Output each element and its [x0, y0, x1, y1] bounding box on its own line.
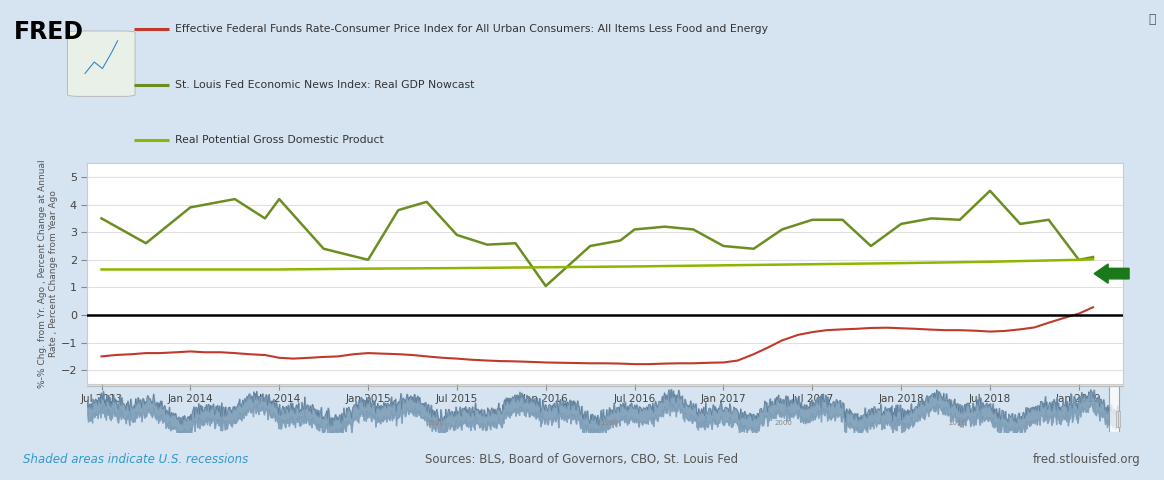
Text: Real Potential Gross Domestic Product: Real Potential Gross Domestic Product — [175, 135, 383, 145]
Y-axis label: %-% Chg. from Yr. Ago , Percent Change at Annual
Rate , Percent Change from Year: %-% Chg. from Yr. Ago , Percent Change a… — [38, 159, 57, 388]
Text: 1980: 1980 — [426, 420, 445, 426]
Text: 1990: 1990 — [601, 420, 618, 426]
Text: St. Louis Fed Economic News Index: Real GDP Nowcast: St. Louis Fed Economic News Index: Real … — [175, 80, 474, 90]
Bar — [1109, 386, 1119, 432]
Text: Effective Federal Funds Rate-Consumer Price Index for All Urban Consumers: All I: Effective Federal Funds Rate-Consumer Pr… — [175, 24, 767, 35]
Text: 2010: 2010 — [949, 420, 967, 426]
Bar — [1119, 411, 1120, 428]
Text: ⛶: ⛶ — [1149, 13, 1156, 26]
FancyBboxPatch shape — [68, 31, 135, 96]
Text: Sources: BLS, Board of Governors, CBO, St. Louis Fed: Sources: BLS, Board of Governors, CBO, S… — [425, 453, 739, 466]
Text: fred.stlouisfed.org: fred.stlouisfed.org — [1032, 453, 1141, 466]
Text: 2000: 2000 — [775, 420, 793, 426]
Text: Shaded areas indicate U.S. recessions: Shaded areas indicate U.S. recessions — [23, 453, 249, 466]
Text: FRED: FRED — [14, 20, 84, 44]
Bar — [1116, 411, 1117, 428]
